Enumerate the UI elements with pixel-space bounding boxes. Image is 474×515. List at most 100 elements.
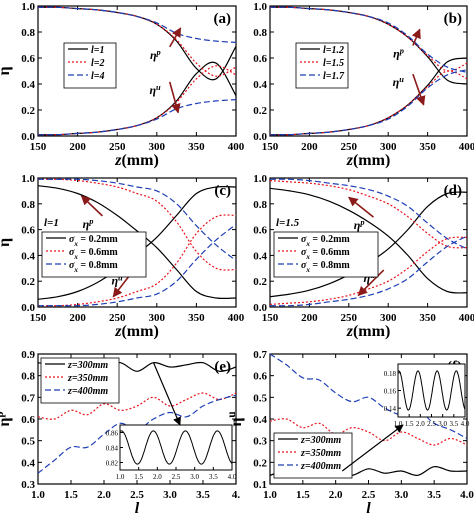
y-tick-label: 0.4 <box>21 250 35 262</box>
y-tick-label: 0.6 <box>253 225 267 237</box>
y-tick-label: 0.8 <box>21 371 35 383</box>
symbol: σ <box>69 247 75 258</box>
y-tick-label: 0.5 <box>21 436 35 448</box>
inset-x-tick-label: 4.0 <box>461 420 470 428</box>
y-tick-label: 0.7 <box>21 392 35 404</box>
x-tick-label: 3.5 <box>427 489 441 501</box>
chart-panel-c: 150 200 250 300 350 400 0.0 0.2 0.4 0.6 0.8 1.0 z(mm… <box>0 173 245 340</box>
superscript: p <box>399 46 404 55</box>
y-tick-label: 1.0 <box>21 1 35 13</box>
series-line--x-0.8mm <box>269 235 468 307</box>
inset-x-tick-label: 2.0 <box>153 473 162 481</box>
inset-x-tick-label: 1.5 <box>405 420 414 428</box>
x-tick-label: 2.0 <box>97 489 111 501</box>
x-tick-label: 400 <box>228 141 245 153</box>
symbol: η <box>111 274 118 288</box>
x-axis-label-unit: (mm) <box>353 323 390 340</box>
plot-frame <box>37 177 237 308</box>
x-tick-label: 1.0 <box>31 489 45 501</box>
symbol: σ <box>301 247 307 258</box>
symbol: η <box>150 48 157 62</box>
superscript: u <box>226 411 238 417</box>
legend-entry: z=350mm <box>67 373 108 384</box>
subscript: x <box>305 240 310 248</box>
x-tick-label: 400 <box>459 141 474 153</box>
x-tick-label: 3.0 <box>394 489 408 501</box>
superscript: u <box>156 82 161 91</box>
x-tick-label: 4. <box>232 489 241 501</box>
y-tick-label: 0.2 <box>21 105 35 117</box>
series-line-z-400mm <box>269 353 468 440</box>
legend-title: l=1 <box>44 217 59 229</box>
y-tick-label: 0.6 <box>21 225 35 237</box>
x-axis-label-unit: (mm) <box>121 323 158 340</box>
annotation-arrow <box>168 81 181 114</box>
x-tick-label: 400 <box>459 312 474 324</box>
x-tick-label: 150 <box>262 141 279 153</box>
inset-x-tick-label: 3.5 <box>449 420 458 428</box>
annotation-arrow <box>412 73 426 106</box>
annotation-arrow <box>169 27 182 48</box>
legend-box <box>273 432 353 479</box>
x-tick-label: 400 <box>228 312 245 324</box>
plot-frame <box>37 5 237 137</box>
panel-label: (a) <box>214 11 232 27</box>
panel-label: (b) <box>444 11 462 27</box>
y-tick-label: 0.2 <box>21 276 35 288</box>
symbol: η <box>393 47 400 61</box>
legend-box <box>295 42 349 89</box>
x-tick-label: 4.0 <box>460 489 474 501</box>
chart-panel-b: 150 200 250 300 350 400 0.0 0.2 0.4 0.6 0.8 1.0 z(mm… <box>253 1 474 169</box>
y-tick-label: 0.4 <box>253 250 267 262</box>
x-tick-label: 2.5 <box>130 489 144 501</box>
series-line-l-4 <box>37 6 237 43</box>
x-tick-label: 150 <box>30 312 47 324</box>
inset-x-tick-label: 1.5 <box>134 473 143 481</box>
legend-entry: σx = 0.2mm <box>301 234 350 248</box>
x-tick-label: 250 <box>109 312 126 324</box>
series-line-l-2 <box>37 6 237 77</box>
x-axis-label-var: z <box>114 152 122 169</box>
x-tick-label: 250 <box>341 312 358 324</box>
legend-title: l=1.5 <box>276 217 300 229</box>
inset-plot: 1.0 1.5 2.0 2.5 3.0 3.5 4.0 0.82 0.84 0.86 <box>106 362 237 481</box>
x-tick-label: 3.0 <box>163 489 177 501</box>
y-tick-label: 0.2 <box>253 105 267 117</box>
series-line--x-0.2mm <box>37 185 237 300</box>
y-tick-label: 1.0 <box>253 173 267 185</box>
subscript: x <box>73 240 78 248</box>
y-tick-label: 0.0 <box>253 302 267 314</box>
y-tick-label: 0.4 <box>21 457 35 469</box>
y-axis-label: η <box>0 66 13 75</box>
x-tick-label: 350 <box>419 312 436 324</box>
series-line-l-1.7 <box>269 69 468 136</box>
inset-series-line <box>119 430 233 465</box>
x-tick-label: 300 <box>380 141 397 153</box>
inset-x-tick-label: 1.0 <box>116 473 125 481</box>
inset-x-tick-label: 3.0 <box>438 420 447 428</box>
y-tick-label: 0.4 <box>253 414 267 426</box>
x-axis-label-var: z <box>346 152 354 169</box>
legend-entry: z=300mm <box>300 435 341 446</box>
superscript: p <box>156 47 161 56</box>
subscript: x <box>305 266 310 274</box>
series-line--x-0.8mm <box>269 178 468 250</box>
symbol: η <box>149 83 156 97</box>
superscript: p <box>88 216 93 225</box>
symbol: η <box>0 238 13 247</box>
annotation-arrow <box>80 195 103 217</box>
inset-pointer-arrow <box>341 424 404 472</box>
y-tick-label: 0.0 <box>21 131 35 143</box>
series-line-l-2 <box>37 65 237 136</box>
annotation-arrow <box>348 196 375 218</box>
x-tick-label: 200 <box>301 141 318 153</box>
x-tick-label: 2.0 <box>329 489 343 501</box>
x-tick-label: 300 <box>380 312 397 324</box>
x-axis-label-var: l <box>135 500 140 515</box>
x-tick-label: 200 <box>301 312 318 324</box>
legend-entry: σx = 0.8mm <box>301 260 350 274</box>
inset-series-line <box>397 370 466 411</box>
inset-x-tick-label: 3.0 <box>190 473 199 481</box>
legend-entry-value: = 0.8mm <box>78 260 119 271</box>
panel-label: (e) <box>214 359 231 375</box>
